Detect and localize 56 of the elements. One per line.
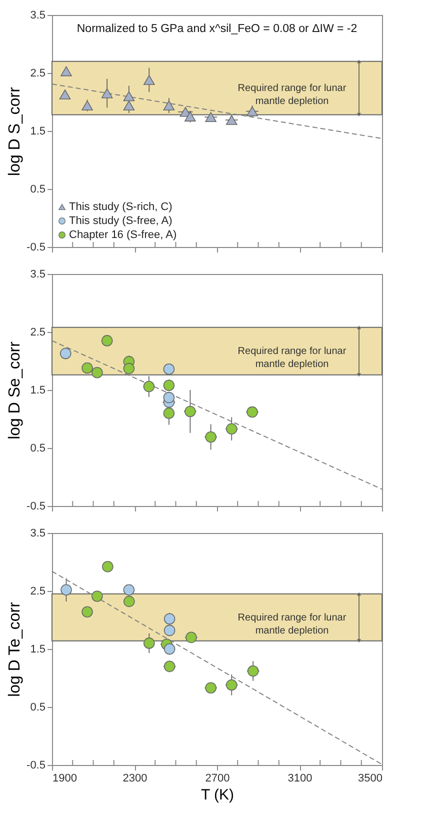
- x-tick-label: 2700: [205, 772, 230, 784]
- point: [123, 100, 135, 110]
- y-tick-label: -0.5: [26, 760, 46, 772]
- y-tick-label: -0.5: [26, 242, 46, 254]
- y-tick-label: 0.5: [30, 184, 46, 196]
- band-label: Required range for lunar mantle depletion: [238, 83, 347, 108]
- y-tick-label: 0.5: [30, 702, 46, 714]
- point: [226, 423, 238, 434]
- point: [163, 100, 175, 110]
- point: [82, 100, 93, 110]
- x-axis-title: T (K): [200, 786, 234, 804]
- band-label: Required range for lunar mantle depletion: [238, 612, 347, 636]
- y-axis-title: log D Te_corr: [6, 601, 24, 697]
- point: [226, 115, 238, 125]
- point: [60, 66, 72, 76]
- point: [101, 335, 113, 346]
- legend-label: This study (S-rich, C): [69, 201, 172, 213]
- legend-label: Chapter 16 (S-free, A): [69, 229, 177, 241]
- point: [101, 88, 113, 98]
- band-label: Required range for lunar mantle depletion: [238, 346, 347, 370]
- point: [59, 90, 71, 100]
- y-tick-label: 3.5: [30, 268, 46, 280]
- x-tick-label: 3100: [288, 772, 312, 784]
- point: [163, 363, 175, 375]
- y-tick-label: 3.5: [30, 528, 46, 540]
- y-tick-label: 2.5: [30, 326, 46, 338]
- point: [143, 380, 155, 392]
- x-tick-label: 2300: [122, 772, 148, 784]
- point: [246, 106, 258, 116]
- point: [82, 362, 93, 374]
- y-axis-title: log D S_corr: [6, 86, 24, 176]
- y-tick-label: -0.5: [26, 500, 46, 512]
- point: [92, 366, 103, 378]
- point: [60, 348, 72, 360]
- point: [123, 91, 135, 102]
- legend-label: This study (S-free, A): [69, 215, 172, 227]
- y-tick-label: 1.5: [30, 644, 46, 656]
- point: [144, 75, 155, 85]
- x-tick-label: 1900: [52, 772, 77, 784]
- point: [246, 406, 258, 418]
- point: [163, 392, 175, 404]
- x-tick-label: 3500: [358, 772, 382, 784]
- y-axis-title: log D Se_corr: [6, 340, 24, 440]
- point: [163, 380, 175, 391]
- point: [205, 431, 216, 443]
- y-tick-label: 1.5: [30, 384, 46, 396]
- y-tick-label: 2.5: [30, 68, 46, 80]
- point: [163, 408, 175, 419]
- y-tick-label: 3.5: [30, 10, 46, 22]
- point: [184, 406, 196, 418]
- text: Normalized to 5 GPa and x^sil_FeO = 0.08 or ΔIW = -2: [76, 23, 358, 35]
- y-tick-label: 2.5: [30, 586, 46, 598]
- point: [205, 112, 216, 122]
- point: [123, 362, 135, 374]
- y-tick-label: 1.5: [30, 126, 46, 138]
- y-tick-label: 0.5: [30, 442, 46, 454]
